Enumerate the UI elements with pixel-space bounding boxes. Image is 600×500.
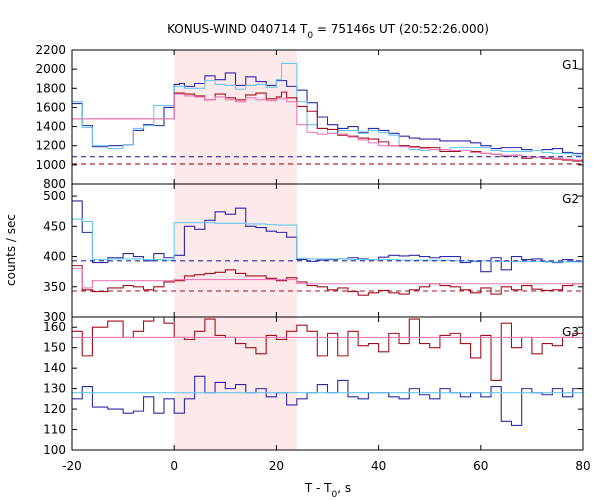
burst-interval-shade [174, 50, 297, 184]
y-tick-label: 500 [43, 189, 66, 203]
series-g2-darkred-2 [72, 265, 583, 296]
x-tick-label: 60 [473, 459, 488, 473]
y-tick-label: 140 [43, 361, 66, 375]
y-tick-label: 1000 [35, 158, 66, 172]
chart-title: KONUS-WIND 040714 T0 = 75146s UT (20:52:… [167, 22, 489, 41]
y-axis-label: counts / sec [4, 214, 18, 286]
y-tick-label: 300 [43, 310, 66, 324]
series-g1-navy-0 [72, 72, 583, 154]
y-tick-label: 350 [43, 280, 66, 294]
series-g2-navy-0 [72, 200, 583, 273]
x-tick-label: -20 [62, 459, 82, 473]
y-tick-label: 130 [43, 382, 66, 396]
panel-g3: 100 110 120 130 140 150 160 G3 [43, 316, 584, 457]
series-group [72, 62, 583, 165]
y-tick-label: 110 [43, 423, 66, 437]
x-axis-label: T - T0, s [304, 481, 351, 500]
panel-label: G3 [562, 325, 579, 339]
plot-layer: 8001000120014001600180020002200G13003504… [35, 43, 590, 473]
panel-g2: 300 350 400 450 500 G2 [43, 183, 584, 324]
y-tick-label: 450 [43, 219, 66, 233]
series-g3-darkred-0 [72, 316, 583, 381]
panel-label: G2 [562, 192, 579, 206]
y-tick-label: 1200 [35, 139, 66, 153]
series-g3-navy-1 [72, 375, 583, 426]
x-tick-labels: -20 0 20 40 60 80 [62, 459, 590, 473]
x-tick-label: 0 [170, 459, 178, 473]
y-tick-label: 2200 [35, 43, 66, 57]
y-tick-label: 150 [43, 341, 66, 355]
panel-label: G1 [562, 58, 579, 72]
y-tick-label: 100 [43, 443, 66, 457]
y-tick-label: 120 [43, 402, 66, 416]
panel-frame [71, 183, 584, 318]
series-group [72, 200, 583, 296]
y-tick-label: 1600 [35, 100, 66, 114]
x-tick-label: 80 [575, 459, 590, 473]
series-g2-pink-3 [72, 268, 583, 289]
series-g1-pink-3 [72, 93, 583, 161]
y-tick-label: 1800 [35, 81, 66, 95]
y-tick-label: 1400 [35, 120, 66, 134]
x-tick-label: 20 [269, 459, 284, 473]
y-tick-label: 2000 [35, 62, 66, 76]
burst-interval-shade [174, 184, 297, 317]
y-tick-label: 400 [43, 250, 66, 264]
y-tick-label: 160 [43, 320, 66, 334]
series-g2-cyan-1 [72, 218, 583, 263]
series-group [72, 316, 583, 426]
panel-frame [71, 316, 584, 451]
y-tick-label: 800 [43, 177, 66, 191]
series-g1-cyan-1 [72, 62, 583, 156]
panel-g1: 800 1000 1200 1400 1600 1800 2000 2200 G1 [35, 43, 584, 191]
x-tick-label: 40 [371, 459, 386, 473]
series-g1-darkred-2 [72, 91, 583, 162]
